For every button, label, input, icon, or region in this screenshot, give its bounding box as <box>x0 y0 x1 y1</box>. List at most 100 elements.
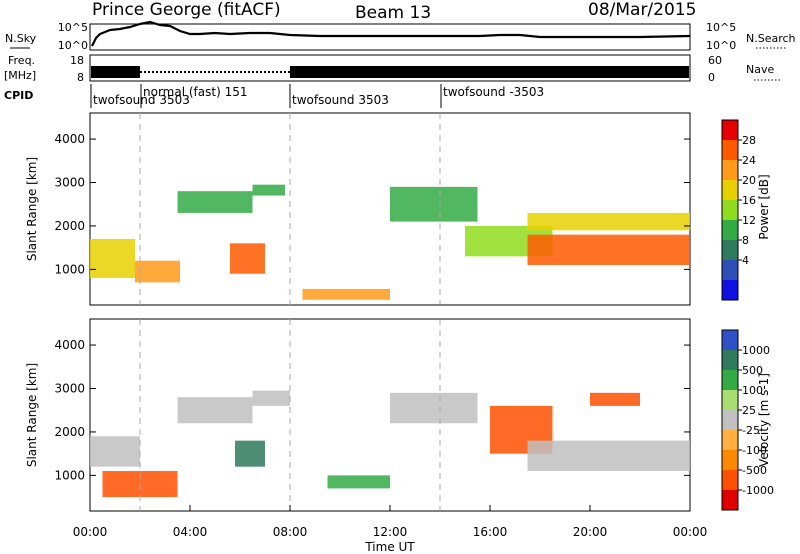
colorbar-swatch <box>722 200 738 221</box>
colorbar-tick-label: 25 <box>742 404 756 417</box>
y-tick-label: 1000 <box>54 468 85 482</box>
noise-left-tick-high: 10^5 <box>58 21 88 34</box>
noise-left-tick-low: 10^0 <box>58 39 88 52</box>
colorbar-tick-label: -25 <box>742 424 760 437</box>
date-label: 08/Mar/2015 <box>588 0 696 20</box>
colorbar-tick-label: -500 <box>742 464 767 477</box>
colorbar-tick-label: -1000 <box>742 484 774 497</box>
x-tick-label: 20:00 <box>573 525 608 539</box>
colorbar-swatch <box>722 160 738 181</box>
cpid-segment-3: twofsound 3503 <box>292 93 389 107</box>
x-axis-label: Time UT <box>364 540 415 554</box>
power-echo-band <box>527 234 690 266</box>
freq-panel-frame <box>89 54 691 82</box>
velocity-colorbar-label: Velocity [m s-1] <box>757 373 771 467</box>
colorbar-swatch <box>722 390 738 411</box>
colorbar-swatch <box>722 430 738 451</box>
colorbar-swatch <box>722 410 738 431</box>
colorbar-swatch <box>722 220 738 241</box>
colorbar-frame <box>721 119 739 301</box>
power-echo-band <box>527 212 690 231</box>
nave-right-tick-high: 60 <box>708 54 722 67</box>
power-echo-band <box>177 191 253 213</box>
colorbar-swatch <box>722 490 738 511</box>
power-echo-band <box>230 243 265 274</box>
cpid-segment-2: normal (fast) 151 <box>143 85 247 99</box>
power-ylabel: Slant Range [km] <box>25 157 39 261</box>
colorbar-swatch <box>722 450 738 471</box>
y-tick-label: 3000 <box>54 176 85 190</box>
colorbar-tick-label: 12 <box>742 214 756 227</box>
power-echo-band <box>390 186 478 222</box>
velocity-panel: 1000 2000 3000 4000 <box>54 318 691 512</box>
velocity-colorbar: 1000 500 100 25 -25 -100 -500 -1000 <box>721 329 774 511</box>
nsky-label: N.Sky <box>5 32 37 45</box>
colorbar-tick-label: -100 <box>742 444 767 457</box>
freq-unit-label: [MHz] <box>4 69 36 82</box>
colorbar-swatch <box>722 180 738 201</box>
colorbar-tick-label: 500 <box>742 364 763 377</box>
velocity-echo-band <box>90 436 140 467</box>
x-tick-label: 00:00 <box>73 525 108 539</box>
power-panel: 1000 2000 3000 4000 <box>54 112 691 306</box>
y-tick-label: 1000 <box>54 262 85 276</box>
colorbar-tick-label: 24 <box>742 154 756 167</box>
y-tick-label: 4000 <box>54 132 85 146</box>
noise-right-tick-low: 10^0 <box>706 39 736 52</box>
power-echo-band <box>302 288 390 300</box>
nsky-noise-line <box>91 20 691 47</box>
noise-right-tick-high: 10^5 <box>706 21 736 34</box>
colorbar-tick-label: 4 <box>742 254 749 267</box>
velocity-echo-band <box>252 390 290 406</box>
power-echo-band <box>252 184 285 196</box>
power-echo-band <box>135 260 180 283</box>
y-tick-label: 4000 <box>54 338 85 352</box>
velocity-echo-band <box>327 475 390 489</box>
beam-label: Beam 13 <box>355 3 431 23</box>
freq-label: Freq. <box>8 54 35 67</box>
colorbar-tick-label: 28 <box>742 134 756 147</box>
y-tick-label: 2000 <box>54 425 85 439</box>
x-tick-label: 16:00 <box>473 525 508 539</box>
power-colorbar-label: Power [dB] <box>757 174 771 239</box>
freq-block-1 <box>91 66 140 78</box>
power-panel-frame <box>89 112 691 306</box>
velocity-echo-band <box>235 440 265 467</box>
velocity-ylabel: Slant Range [km] <box>25 363 39 467</box>
colorbar-tick-label: 16 <box>742 194 756 207</box>
colorbar-frame <box>721 329 739 511</box>
colorbar-swatch <box>722 470 738 491</box>
colorbar-swatch <box>722 330 738 351</box>
y-tick-label: 3000 <box>54 382 85 396</box>
freq-left-tick-high: 18 <box>70 54 84 67</box>
colorbar-tick-label: 100 <box>742 384 763 397</box>
power-colorbar: 28 24 20 16 12 8 4 <box>721 119 756 301</box>
colorbar-tick-label: 1000 <box>742 344 770 357</box>
colorbar-swatch <box>722 370 738 391</box>
velocity-echo-band <box>527 440 690 472</box>
station-title: Prince George (fitACF) <box>92 0 281 20</box>
colorbar-tick-label: 8 <box>742 234 749 247</box>
velocity-echo-band <box>390 392 478 424</box>
x-tick-label: 12:00 <box>373 525 408 539</box>
colorbar-swatch <box>722 140 738 161</box>
power-echo-band <box>90 238 135 279</box>
freq-left-tick-low: 8 <box>77 71 84 84</box>
x-tick-label: 08:00 <box>273 525 308 539</box>
cpid-label: CPID <box>4 89 33 102</box>
nave-label: Nave <box>746 63 774 76</box>
colorbar-swatch <box>722 280 738 301</box>
colorbar-swatch <box>722 350 738 371</box>
nsearch-label: N.Search <box>746 32 796 45</box>
x-tick-label: 04:00 <box>173 525 208 539</box>
cpid-segment-4: twofsound -3503 <box>443 85 544 99</box>
nave-right-tick-low: 0 <box>708 71 715 84</box>
velocity-echo-band <box>177 397 253 424</box>
colorbar-swatch <box>722 120 738 141</box>
colorbar-swatch <box>722 260 738 281</box>
y-tick-label: 2000 <box>54 219 85 233</box>
velocity-echo-band <box>590 392 640 406</box>
colorbar-tick-label: 20 <box>742 174 756 187</box>
colorbar-swatch <box>722 240 738 261</box>
